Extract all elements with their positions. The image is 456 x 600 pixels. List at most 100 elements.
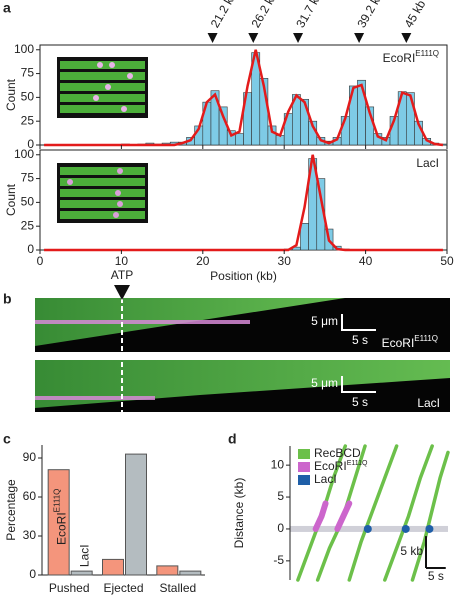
peak-label: 26.2 kb: [248, 0, 280, 30]
label-text: LacI: [78, 544, 92, 567]
point: [425, 524, 434, 533]
legend-text: EcoRI: [314, 459, 347, 473]
scale-label: 5 μm: [311, 314, 338, 328]
x-axis-label: Position (kb): [210, 269, 277, 283]
y-axis-label: Distance (kb): [232, 478, 246, 549]
y-tick-label: 25: [21, 113, 35, 127]
peak-marker: [207, 33, 218, 43]
scale-bar: [341, 314, 376, 393]
series-label: EcoRIE111Q: [53, 489, 69, 545]
label-text: LacI: [416, 156, 439, 170]
scale-label: 5 μm: [311, 376, 338, 390]
fit-curve: [44, 49, 444, 147]
series-label: EcoRIE111Q: [383, 49, 439, 65]
atp-label: ATP: [111, 268, 133, 282]
legend-label: EcoRIE111Q: [314, 459, 368, 473]
y-tick-label: 90: [23, 450, 37, 464]
kymo-label: LacI: [417, 396, 440, 410]
point: [401, 524, 410, 533]
scale-label: 5 s: [428, 569, 444, 583]
y-tick-label: 75: [21, 66, 35, 80]
panel-label: c: [3, 431, 11, 447]
peak-marker: [401, 33, 412, 43]
bar: [47, 469, 70, 576]
scale-label: 5 kb: [400, 544, 423, 558]
legend-label: LacI: [314, 472, 337, 486]
kymograph: [35, 298, 450, 352]
legend-swatch: [298, 475, 310, 485]
x-tick-label: Ejected: [103, 581, 143, 595]
inset-image: [57, 57, 148, 118]
legend-text: LacI: [314, 472, 337, 486]
bar: [275, 135, 285, 146]
y-tick-label: 0: [277, 521, 284, 535]
y-tick-label: 25: [21, 218, 35, 232]
point: [363, 524, 372, 533]
bar: [125, 453, 147, 576]
peak-marker: [293, 33, 304, 43]
kymo-label-sup: E111Q: [414, 334, 438, 343]
bar: [179, 570, 202, 576]
inset-image: [57, 163, 148, 223]
legend-sup: E111Q: [347, 460, 368, 467]
x-tick-label: 10: [115, 254, 129, 268]
y-tick-label: 100: [14, 147, 34, 161]
peak-marker: [248, 33, 259, 43]
peak-label: 31.7 kb: [293, 0, 325, 30]
kymo-label: EcoRIE111Q: [382, 334, 438, 350]
bar: [300, 223, 309, 251]
y-tick-label: 75: [21, 171, 35, 185]
y-tick-label: 0: [27, 137, 34, 151]
bar: [235, 133, 244, 146]
peak-label: 21.2 kb: [208, 0, 240, 30]
y-tick-label: 10: [271, 457, 285, 471]
legend-swatch: [298, 462, 310, 472]
panel-label: a: [3, 0, 11, 16]
label-text: EcoRI: [383, 51, 416, 65]
legend-text: RecBCD: [314, 446, 361, 460]
x-tick-label: 50: [440, 254, 454, 268]
series-label: LacI: [416, 156, 439, 170]
scale-label: 5 s: [352, 395, 368, 409]
bar: [70, 570, 93, 576]
x-tick-label: Pushed: [49, 581, 90, 595]
bar: [357, 79, 366, 146]
legend-label: RecBCD: [314, 446, 361, 460]
fit-curve: [44, 154, 443, 252]
y-axis-label: Count: [4, 183, 18, 216]
x-tick-label: 20: [196, 254, 210, 268]
peak-marker: [354, 33, 365, 43]
x-tick-label: 40: [359, 254, 373, 268]
x-tick-label: 30: [278, 254, 292, 268]
y-tick-label: 100: [14, 42, 34, 56]
y-tick-label: 60: [23, 489, 37, 503]
y-tick-label: 50: [21, 90, 35, 104]
x-tick-label: 0: [37, 254, 44, 268]
y-axis-label: Count: [4, 78, 18, 111]
panel-label: b: [3, 291, 12, 307]
kymograph: [35, 360, 450, 412]
y-axis-label: Percentage: [4, 479, 18, 541]
series-label: LacI: [78, 544, 92, 567]
scale-label: 5 s: [352, 333, 368, 347]
panel-label: d: [228, 431, 237, 447]
y-tick-label: 30: [23, 528, 37, 542]
trace: [312, 500, 353, 532]
x-tick-label: Stalled: [159, 581, 196, 595]
kymo-label-text: EcoRI: [382, 336, 415, 350]
atp-arrow: [114, 285, 130, 300]
label-sup: E111Q: [415, 49, 439, 58]
legend-swatch: [298, 449, 310, 459]
y-tick-label: -5: [273, 553, 284, 567]
y-tick-label: 50: [21, 195, 35, 209]
peak-label: 39.2 kb: [354, 0, 386, 30]
bar: [300, 98, 309, 146]
y-tick-label: 0: [29, 567, 36, 581]
bar: [102, 558, 124, 576]
peak-label: 45 kb: [402, 0, 429, 30]
y-tick-label: 5: [277, 489, 284, 503]
y-tick-label: 0: [27, 242, 34, 256]
label-sup: E111Q: [53, 489, 62, 513]
bar: [156, 565, 179, 576]
